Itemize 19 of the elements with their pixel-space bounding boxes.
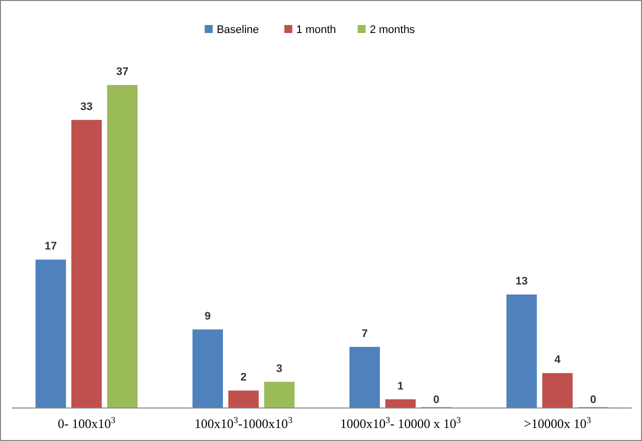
data-label: 2: [240, 372, 247, 384]
data-label: 17: [44, 240, 57, 253]
data-label: 9: [204, 310, 211, 322]
data-label: 0: [433, 394, 440, 406]
x-tick-label: >10000x 10$^{3}$: [524, 415, 592, 431]
data-label: 0: [590, 394, 596, 406]
data-label: 4: [554, 354, 562, 366]
legend-label: 1 month: [296, 24, 336, 36]
x-tick-label: 1000x10$^{3}$- 10000 x 10$^{3}$: [340, 415, 462, 431]
data-label: 37: [116, 66, 128, 78]
data-label: 1: [397, 380, 404, 392]
data-label: 13: [516, 276, 528, 288]
x-tick-label: 0- 100x10$^{3}$: [58, 415, 116, 431]
data-label: 7: [362, 328, 368, 340]
data-label: 33: [80, 100, 93, 113]
data-label: 3: [276, 362, 282, 375]
x-tick-label: 100x10$^{3}$-1000x10$^{3}$: [194, 415, 293, 431]
legend-label: Baseline: [216, 24, 259, 36]
legend-label: 2 months: [370, 24, 416, 36]
